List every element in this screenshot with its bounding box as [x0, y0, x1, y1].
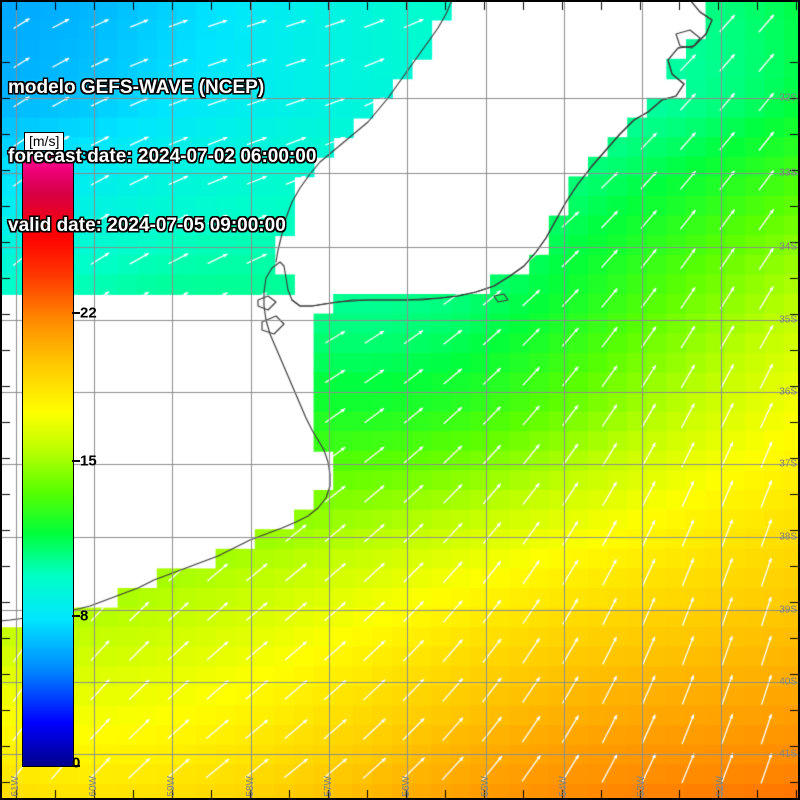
figure-title: modelo GEFS-WAVE (NCEP) forecast date: 2…	[8, 30, 316, 283]
colorbar-tick-label: 22	[80, 304, 97, 322]
lat-label: 41S	[779, 748, 797, 760]
lat-label: 35S	[779, 314, 797, 326]
title-valid-date: valid date: 2024-07-05 09:00:00	[8, 215, 286, 236]
lon-label: 61W	[10, 776, 21, 797]
colorbar-tick-label: 30	[80, 147, 97, 165]
lat-label: 32S	[779, 92, 797, 104]
colorbar-tick-label: 8	[80, 607, 89, 625]
lat-label: 34S	[779, 241, 797, 253]
lat-label: 40S	[779, 676, 797, 688]
lon-label: 59W	[166, 776, 177, 797]
lat-label: 37S	[779, 458, 797, 470]
lon-label: 58W	[245, 776, 256, 797]
lat-label: 38S	[779, 531, 797, 543]
title-forecast-date: forecast date: 2024-07-02 06:00:00	[8, 146, 317, 167]
lat-label: 36S	[779, 386, 797, 398]
lon-label: 55W	[480, 776, 491, 797]
lon-label: 56W	[401, 776, 412, 797]
lon-label: 53W	[636, 776, 647, 797]
lon-label: 57W	[323, 776, 334, 797]
lon-label: 60W	[88, 776, 99, 797]
colorbar-tick-label: 15	[80, 452, 97, 470]
lon-label: 52W	[715, 776, 726, 797]
colorbar-unit-label: [m/s]	[24, 132, 65, 151]
lon-label: 54W	[558, 776, 569, 797]
colorbar-tick-label: 0	[72, 754, 81, 772]
title-model-line: modelo GEFS-WAVE (NCEP)	[8, 77, 265, 98]
lat-label: 33S	[779, 167, 797, 179]
lat-label: 39S	[779, 604, 797, 616]
